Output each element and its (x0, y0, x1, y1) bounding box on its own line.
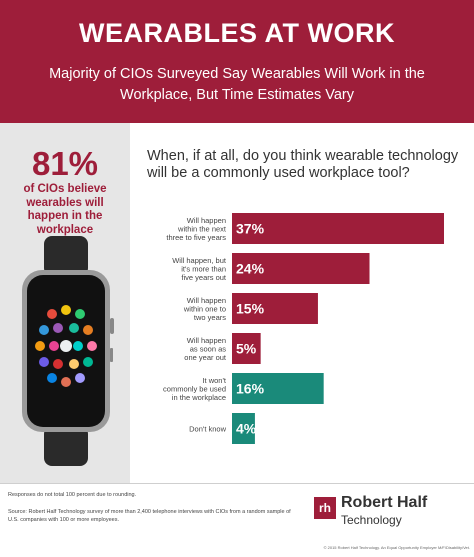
highlight-caption: of CIOs believe wearables will happen in… (23, 183, 107, 236)
bar (232, 293, 318, 324)
bar (232, 373, 324, 404)
bar-value-label: 24% (236, 261, 265, 277)
brand-subtitle: Technology (341, 513, 402, 527)
bar (232, 413, 255, 444)
category-label: one year out (184, 353, 227, 362)
bar (232, 333, 261, 364)
source-note: Source: Robert Half Technology survey of… (8, 509, 291, 523)
category-label: Will happen (187, 216, 226, 225)
category-label: as soon as (190, 345, 227, 354)
bar-value-label: 37% (236, 221, 265, 237)
category-label: in the workplace (172, 393, 226, 402)
brand-name: Robert Half (341, 494, 428, 511)
category-label: within the next (177, 225, 227, 234)
category-label: five years out (181, 273, 227, 282)
footer-divider (0, 483, 474, 484)
bar (232, 213, 444, 244)
category-label: Will happen, but (172, 256, 227, 265)
category-label: within one to (183, 305, 226, 314)
page-title: WEARABLES AT WORK (79, 18, 395, 48)
category-label: Will happen (187, 296, 226, 305)
highlight-value: 81% (31, 145, 99, 182)
chart-question: When, if at all, do you think wearable t… (147, 148, 459, 181)
bar-value-label: 5% (236, 341, 257, 357)
category-label: It won't (202, 376, 226, 385)
bar-value-label: 16% (236, 381, 265, 397)
bar-value-label: 15% (236, 301, 265, 317)
bar (232, 253, 370, 284)
header-banner: WEARABLES AT WORK Majority of CIOs Surve… (0, 0, 474, 123)
category-label: commonly be used (163, 385, 226, 394)
page-subtitle: Majority of CIOs Surveyed Say Wearables … (49, 66, 425, 103)
category-label: it's more than (181, 265, 226, 274)
smartwatch-icon (22, 236, 114, 466)
category-label: Will happen (187, 336, 226, 345)
category-label: three to five years (166, 233, 226, 242)
robert-half-logo-icon: rh (314, 497, 336, 519)
category-label: two years (194, 313, 226, 322)
legal-note: © 2015 Robert Half Technology. An Equal … (323, 545, 470, 550)
rounding-note: Responses do not total 100 percent due t… (8, 492, 137, 498)
category-label: Don't know (189, 425, 226, 434)
bar-value-label: 4% (236, 421, 257, 437)
